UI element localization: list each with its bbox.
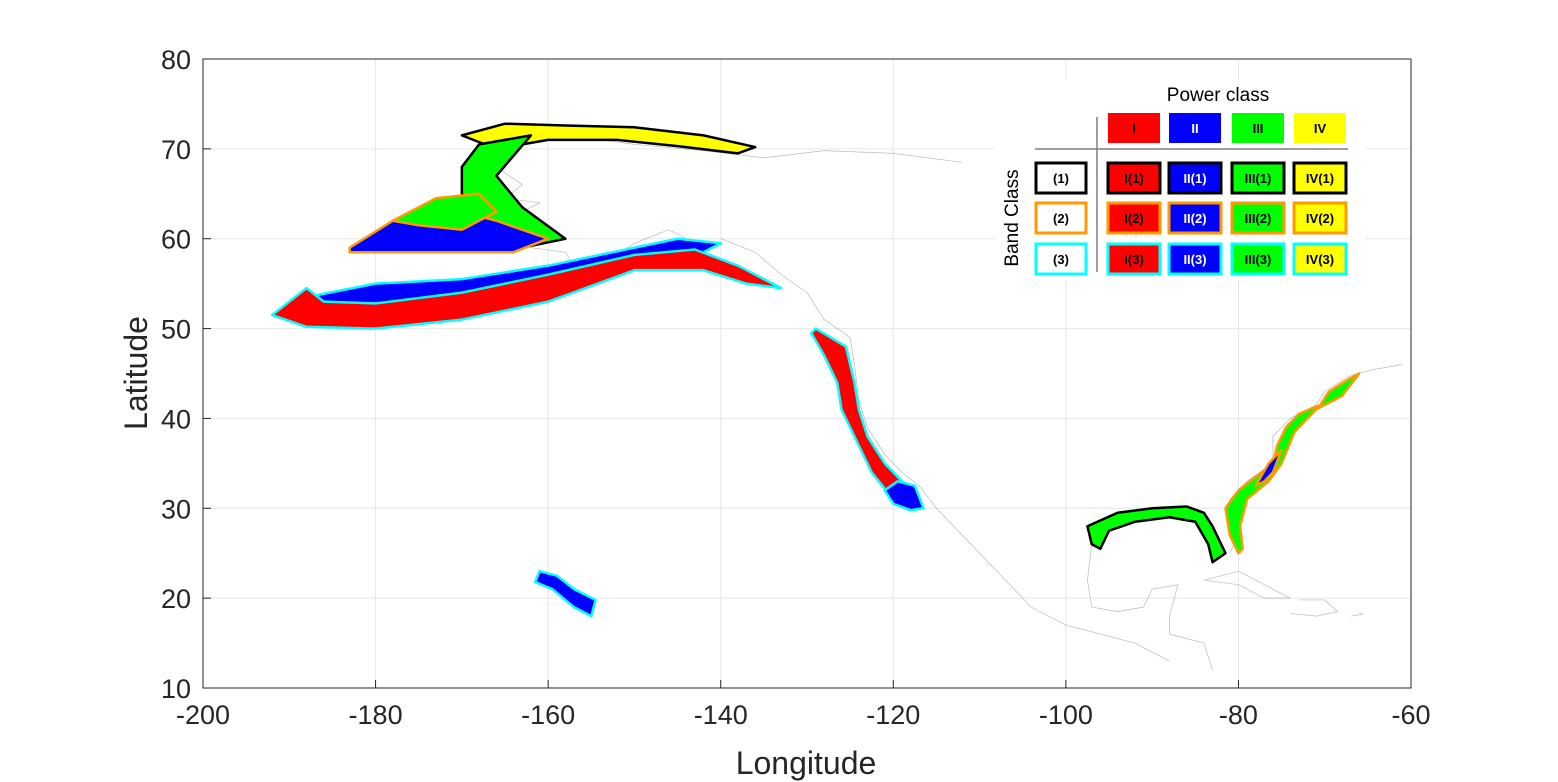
coastline-segment: [1087, 544, 1213, 671]
power-swatch: [1294, 113, 1346, 143]
x-tick-label: -200: [176, 700, 230, 730]
coastline-segment: [1350, 612, 1364, 617]
region-gulf-coast: [1086, 505, 1227, 564]
y-tick-labels: 10 20 30 40 50 60 70 80: [161, 45, 211, 704]
legend-cell-label: IV(1): [1306, 171, 1334, 186]
legend-cell-label: III(1): [1245, 171, 1272, 186]
region-hawaii: [533, 569, 597, 618]
power-swatch-label: IV: [1314, 121, 1327, 136]
region-west-coast-blue: [883, 480, 925, 512]
coastline-segment: [1290, 599, 1339, 617]
legend-cell: [1106, 161, 1162, 195]
x-tick-label: -120: [866, 700, 920, 730]
legend-cell-label: III(3): [1245, 252, 1272, 267]
legend-cell: [1292, 242, 1348, 276]
legend: Power class Band Class I II III IV(1) I(1) II…: [995, 80, 1365, 280]
power-class-title: Power class: [1167, 85, 1269, 106]
power-swatch-label: I: [1132, 121, 1136, 136]
x-tick-label: -100: [1039, 700, 1093, 730]
legend-cell-label: II(3): [1183, 252, 1206, 267]
region-alaska-arctic: [460, 122, 757, 155]
band-swatch-label: (2): [1053, 211, 1069, 226]
power-swatch-label: III: [1253, 121, 1264, 136]
power-swatch-label: II: [1191, 121, 1198, 136]
legend-cell: [1230, 242, 1286, 276]
y-tick-label: 40: [161, 404, 191, 434]
legend-cell: [1230, 201, 1286, 235]
legend-cell-label: II(1): [1183, 171, 1206, 186]
power-swatch: [1169, 113, 1221, 143]
y-tick-label: 20: [161, 584, 191, 614]
x-axis-label: Longitude: [736, 745, 877, 781]
region-aleutian-red: [270, 248, 783, 330]
region-bering-green: [391, 192, 498, 231]
plot-frame: [202, 58, 1412, 689]
region-east-coast-blue: [1254, 448, 1283, 488]
legend-cell-label: I(1): [1124, 171, 1144, 186]
legend-cell: [1167, 201, 1223, 235]
y-tick-label: 60: [161, 225, 191, 255]
coastline-segment: [720, 238, 1170, 662]
legend-cell-label: II(2): [1183, 211, 1206, 226]
legend-cell: [1167, 161, 1223, 195]
band-class-title: Band Class: [1002, 169, 1023, 266]
y-tick-label: 70: [161, 135, 191, 165]
y-tick-label: 80: [161, 45, 191, 75]
y-tick-label: 50: [161, 315, 191, 345]
x-tick-label: -180: [349, 700, 403, 730]
legend-cell-label: III(2): [1245, 211, 1272, 226]
power-swatch: [1108, 113, 1160, 143]
coastline-segment: [1203, 570, 1291, 599]
x-tick-labels: -200 -180 -160 -140 -120 -100 -80 -60: [176, 680, 1431, 730]
legend-cell-label: I(2): [1124, 211, 1144, 226]
band-swatch: [1034, 242, 1088, 276]
coverage-regions: [270, 122, 1361, 618]
legend-cells: I II III IV(1) I(1) II(1) III(1) IV(1)(2) I(2) II…: [1034, 113, 1348, 276]
legend-cell: [1292, 161, 1348, 195]
legend-cell: [1106, 201, 1162, 235]
legend-cell: [1292, 201, 1348, 235]
y-tick-label: 10: [161, 674, 191, 704]
legend-cell: [1230, 161, 1286, 195]
legend-cell-label: IV(3): [1306, 252, 1334, 267]
legend-cell: [1106, 242, 1162, 276]
x-tick-label: -80: [1219, 700, 1258, 730]
power-swatch: [1232, 113, 1284, 143]
region-east-coast: [1224, 372, 1361, 555]
band-swatch-label: (1): [1053, 171, 1069, 186]
band-swatch: [1034, 201, 1088, 235]
y-tick-label: 30: [161, 494, 191, 524]
x-tick-label: -60: [1391, 700, 1430, 730]
legend-cell-label: IV(2): [1306, 211, 1334, 226]
band-swatch: [1034, 161, 1088, 195]
y-axis-label: Latitude: [118, 316, 154, 430]
band-swatch-label: (3): [1053, 252, 1069, 267]
x-tick-label: -160: [521, 700, 575, 730]
legend-cell-label: I(3): [1124, 252, 1144, 267]
x-tick-label: -140: [694, 700, 748, 730]
legend-cell: [1167, 242, 1223, 276]
